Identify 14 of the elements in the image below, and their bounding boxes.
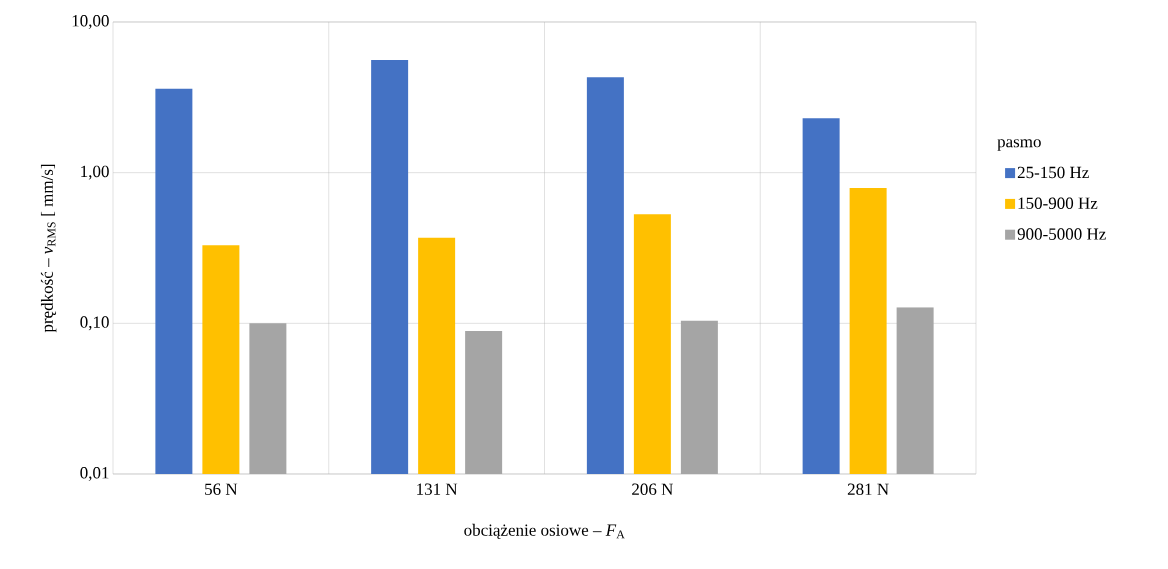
y-axis-title: prędkość – v$_{RMS}$ [ mm/s] [40,164,57,333]
y-tick-label: 0,01 [80,467,109,481]
x-tick-label: 131 N [417,483,458,495]
x-tick-label: 281 N [847,483,889,495]
y-tick-label: 10,00 [72,15,109,29]
x-tick-label: 206 N [632,483,673,495]
legend-label: 150-900 Hz [1018,197,1098,209]
y-tick-label: 1,00 [81,165,109,180]
x-tick-label: 56 N [205,483,238,495]
y-tick-label: 0,10 [80,316,109,331]
legend-title: pasmo [997,139,1041,151]
x-axis-title: obciążenie osiowe – F$_{A}$ [464,523,625,539]
legend-label: 25-150 Hz [1017,166,1089,179]
legend-label: 900-5000 Hz [1017,228,1106,240]
